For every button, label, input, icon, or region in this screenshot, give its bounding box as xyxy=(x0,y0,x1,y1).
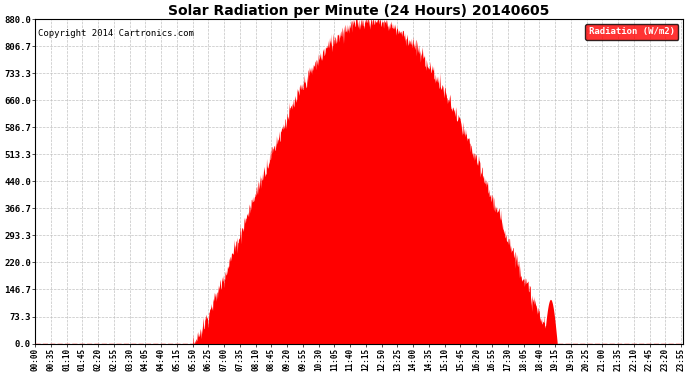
Title: Solar Radiation per Minute (24 Hours) 20140605: Solar Radiation per Minute (24 Hours) 20… xyxy=(168,4,550,18)
Legend: Radiation (W/m2): Radiation (W/m2) xyxy=(585,24,678,40)
Text: Copyright 2014 Cartronics.com: Copyright 2014 Cartronics.com xyxy=(39,29,195,38)
